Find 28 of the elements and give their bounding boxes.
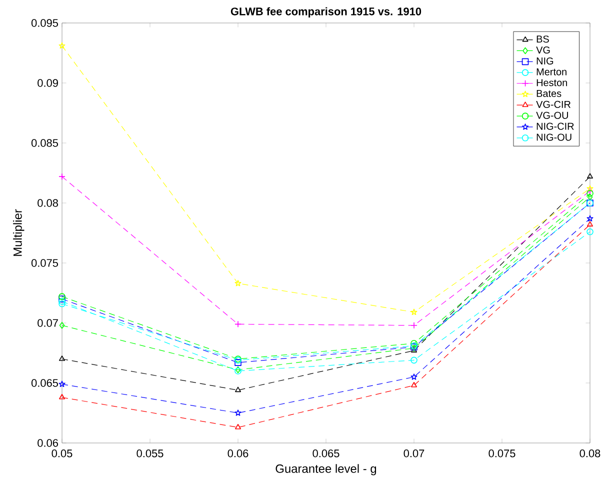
x-tick-label: 0.07 (404, 450, 424, 458)
legend-label: VG-CIR (536, 100, 570, 108)
chart-title: GLWB fee comparison 1915 vs. 1910 (230, 7, 422, 18)
legend-label: NIG (536, 57, 554, 64)
legend-label: NIG-CIR (536, 122, 574, 130)
legend-label: BS (536, 36, 549, 43)
legend-label: NIG-OU (536, 134, 572, 141)
x-tick-label: 0.05 (52, 450, 72, 458)
x-tick-label: 0.075 (488, 450, 516, 458)
x-tick-label: 0.08 (580, 450, 600, 458)
y-tick-label: 0.075 (31, 259, 58, 267)
y-tick-label: 0.08 (38, 199, 58, 207)
x-tick-label: 0.055 (136, 450, 164, 458)
legend-label: VG-OU (536, 112, 568, 119)
y-tick-label: 0.09 (38, 79, 58, 87)
y-tick-label: 0.06 (38, 439, 58, 447)
y-tick-label: 0.065 (31, 379, 58, 387)
y-tick-label: 0.095 (31, 19, 58, 27)
x-tick-label: 0.06 (228, 450, 248, 458)
x-tick-label: 0.065 (312, 450, 340, 458)
legend-label: Bates (536, 90, 562, 97)
y-tick-label: 0.07 (38, 319, 58, 327)
x-axis-title: Guarantee level - g (276, 464, 376, 476)
y-axis-title: Multiplier (13, 209, 24, 256)
y-tick-label: 0.085 (31, 139, 58, 147)
legend-label: VG (536, 46, 550, 54)
legend-label: Merton (536, 68, 566, 76)
legend-label: Heston (536, 79, 567, 86)
